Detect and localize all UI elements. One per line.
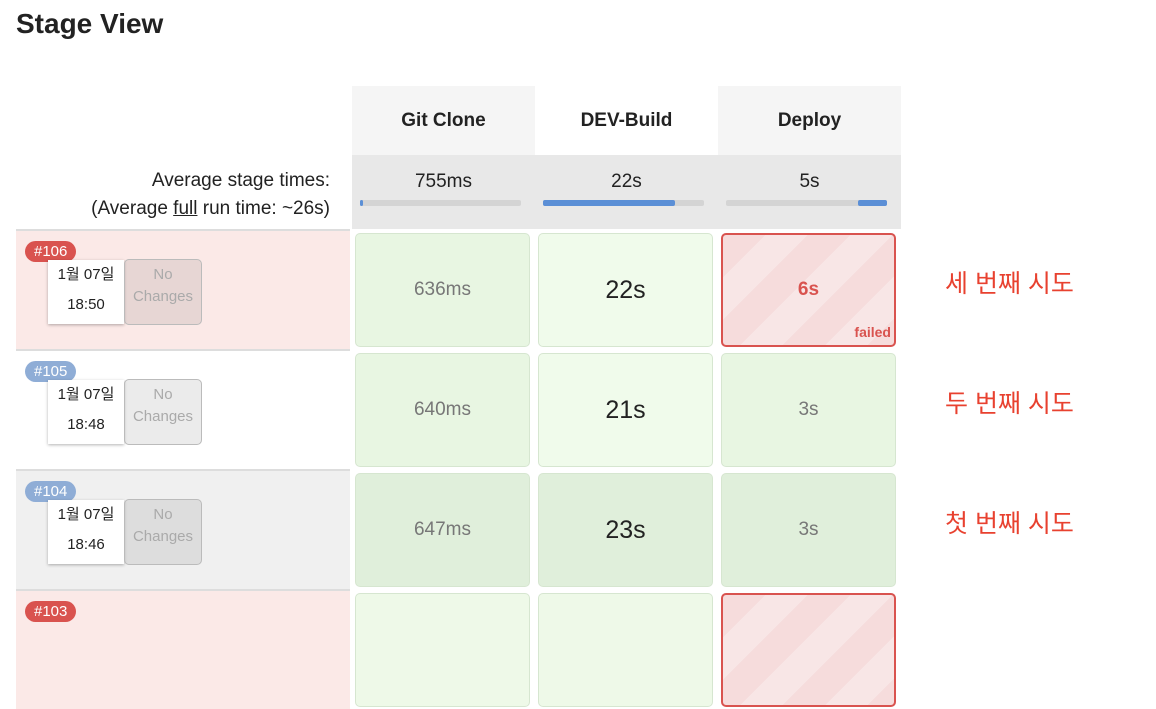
changes-box[interactable]: No Changes <box>124 499 202 565</box>
stage-progress-bar <box>543 200 704 206</box>
stage-average: 5s <box>718 155 901 229</box>
stage-duration: 23s <box>605 515 646 544</box>
build-date-time: 18:50 <box>67 296 105 313</box>
stage-cell[interactable]: 640ms <box>355 353 530 467</box>
stage-cell[interactable]: 21s <box>538 353 713 467</box>
stage-progress-fill <box>858 200 887 206</box>
stage-cell[interactable]: 23s <box>538 473 713 587</box>
stage-header: DEV-Build <box>535 86 718 155</box>
stage-duration: 636ms <box>413 279 472 300</box>
failed-label: failed <box>854 324 891 340</box>
stage-cell[interactable]: 647ms <box>355 473 530 587</box>
stage-duration: 22s <box>605 275 646 304</box>
avg-run-suffix: run time: ~26s) <box>197 198 330 219</box>
annotation-note: 두 번째 시도 <box>945 390 1074 418</box>
stage-progress-fill <box>543 200 676 206</box>
stage-duration: 3s <box>798 519 819 540</box>
stage-cell[interactable]: 22s <box>538 233 713 347</box>
stage-header: Deploy <box>718 86 901 155</box>
build-number-badge[interactable]: #104 <box>25 481 77 502</box>
stage-header: Git Clone <box>352 86 535 155</box>
build-date-time: 18:46 <box>67 536 105 553</box>
build-number-badge[interactable]: #105 <box>25 361 77 382</box>
build-date: 1월 07일 18:50 <box>48 260 124 324</box>
build-row: #105 1월 07일 18:48 No Changes <box>16 349 350 469</box>
build-number-badge[interactable]: #106 <box>25 241 77 262</box>
stage-cell[interactable] <box>721 593 896 707</box>
build-date-time: 18:48 <box>67 416 105 433</box>
stage-duration: 3s <box>798 399 819 420</box>
avg-run-prefix: (Average <box>91 198 174 219</box>
build-date-day: 1월 07일 <box>57 386 115 403</box>
stage-cell[interactable]: 6s failed <box>721 233 896 347</box>
stage-progress-fill <box>360 200 364 206</box>
average-times-label: Average stage times: (Average full run t… <box>16 155 330 223</box>
changes-box[interactable]: No Changes <box>124 259 202 325</box>
page-title: Stage View <box>16 8 164 39</box>
build-row: #103 <box>16 589 350 709</box>
stage-average: 755ms <box>352 155 535 229</box>
build-row: #106 1월 07일 18:50 No Changes <box>16 229 350 349</box>
stage-average: 22s <box>535 155 718 229</box>
stage-average-time: 5s <box>799 171 820 192</box>
stage-average-time: 22s <box>611 171 642 192</box>
stage-duration: 6s <box>797 279 820 300</box>
build-date-day: 1월 07일 <box>57 266 115 283</box>
build-date-day: 1월 07일 <box>57 506 115 523</box>
build-row: #104 1월 07일 18:46 No Changes <box>16 469 350 589</box>
stage-average-time: 755ms <box>414 171 473 192</box>
stage-progress-bar <box>360 200 521 206</box>
annotation-note: 첫 번째 시도 <box>945 510 1074 538</box>
annotation-note: 세 번째 시도 <box>945 270 1074 298</box>
full-run-link[interactable]: full <box>173 198 198 219</box>
stage-duration: 647ms <box>413 519 472 540</box>
stage-cell[interactable]: 636ms <box>355 233 530 347</box>
build-date: 1월 07일 18:46 <box>48 500 124 564</box>
stage-cell[interactable]: 3s <box>721 353 896 467</box>
stage-progress-bar <box>726 200 887 206</box>
build-number-badge[interactable]: #103 <box>25 601 77 622</box>
average-stage-times: Average stage times: <box>151 170 330 191</box>
stage-duration: 21s <box>605 395 646 424</box>
changes-box[interactable]: No Changes <box>124 379 202 445</box>
stage-duration: 640ms <box>413 399 472 420</box>
stage-cell[interactable]: 3s <box>721 473 896 587</box>
stage-cell[interactable] <box>538 593 713 707</box>
stage-cell[interactable] <box>355 593 530 707</box>
build-date: 1월 07일 18:48 <box>48 380 124 444</box>
